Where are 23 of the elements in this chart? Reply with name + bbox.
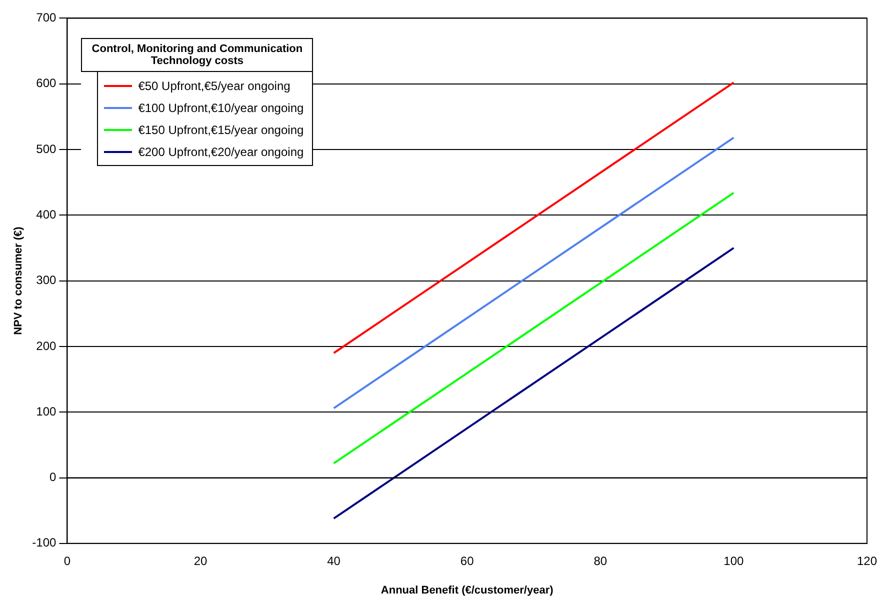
- y-axis-title: NPV to consumer (€): [12, 226, 25, 335]
- x-tick-label: 0: [64, 554, 71, 568]
- legend-label: €200 Upfront,€20/year ongoing: [138, 145, 304, 160]
- x-tick-label: 40: [327, 554, 341, 568]
- legend-label: €100 Upfront,€10/year ongoing: [138, 101, 304, 116]
- y-tick-label: 200: [36, 338, 57, 353]
- x-tick-label: 80: [594, 554, 608, 568]
- x-axis-title: Annual Benefit (€/customer/year): [380, 584, 554, 596]
- x-tick-label: 60: [460, 554, 474, 568]
- y-tick-label: 400: [36, 207, 57, 222]
- x-tick-label: 100: [724, 554, 744, 568]
- legend-label: €50 Upfront,€5/year ongoing: [138, 79, 290, 94]
- x-tick-label: 120: [856, 554, 878, 568]
- y-tick-label: 300: [36, 273, 57, 288]
- y-tick-label: -100: [32, 536, 57, 550]
- y-tick-label: 0: [50, 470, 57, 484]
- y-tick-label: 700: [36, 10, 57, 25]
- y-tick-label: 100: [36, 404, 57, 418]
- x-tick-label: 20: [194, 554, 208, 568]
- legend-label: €150 Upfront,€15/year ongoing: [138, 123, 304, 138]
- y-tick-label: 500: [36, 142, 57, 156]
- legend-title: Control, Monitoring and Communication Technology costs: [81, 38, 314, 72]
- y-tick-label: 600: [36, 76, 57, 90]
